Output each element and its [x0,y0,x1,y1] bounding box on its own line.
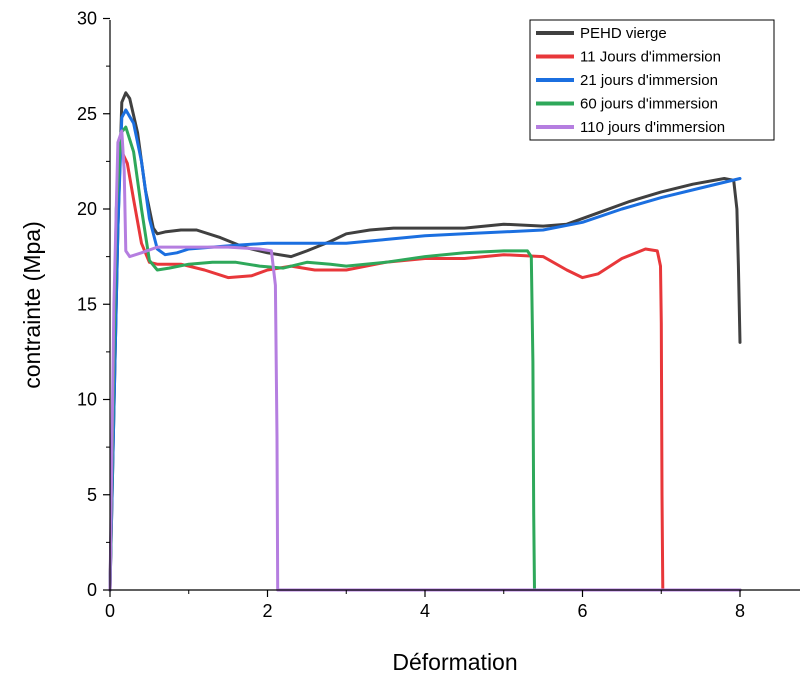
legend-label: 60 jours d'immersion [580,96,718,113]
y-ticks: 0 5 10 15 20 25 30 [77,9,110,600]
legend-label: 21 jours d'immersion [580,72,718,89]
x-tick-label: 4 [420,601,430,621]
legend-label: PEHD vierge [580,25,667,42]
y-axis-title: contrainte (Mpa) [19,221,45,388]
x-tick-label: 6 [577,601,587,621]
series-line-3 [108,108,742,592]
plot-lines [108,91,742,592]
y-tick-label: 5 [87,485,97,505]
series-line-5 [108,129,742,592]
y-tick-label: 10 [77,390,97,410]
x-ticks: 0 2 4 6 8 [105,590,745,621]
x-tick-label: 8 [735,601,745,621]
axes: 0 2 4 6 8 0 5 10 15 20 25 30 [77,9,800,621]
legend: PEHD vierge 11 Jours d'immersion 21 jours … [529,19,775,141]
series-line-1 [108,91,742,592]
y-tick-label: 15 [77,294,97,314]
y-tick-label: 20 [77,199,97,219]
x-tick-label: 2 [262,601,272,621]
legend-label: 110 jours d'immersion [580,119,725,136]
series-line-4 [108,125,742,592]
legend-label: 11 Jours d'immersion [580,49,721,66]
y-tick-label: 0 [87,580,97,600]
series-line-2 [108,150,742,592]
x-axis-title: Déformation [392,649,517,675]
y-tick-label: 25 [77,104,97,124]
x-tick-label: 0 [105,601,115,621]
y-tick-label: 30 [77,9,97,29]
